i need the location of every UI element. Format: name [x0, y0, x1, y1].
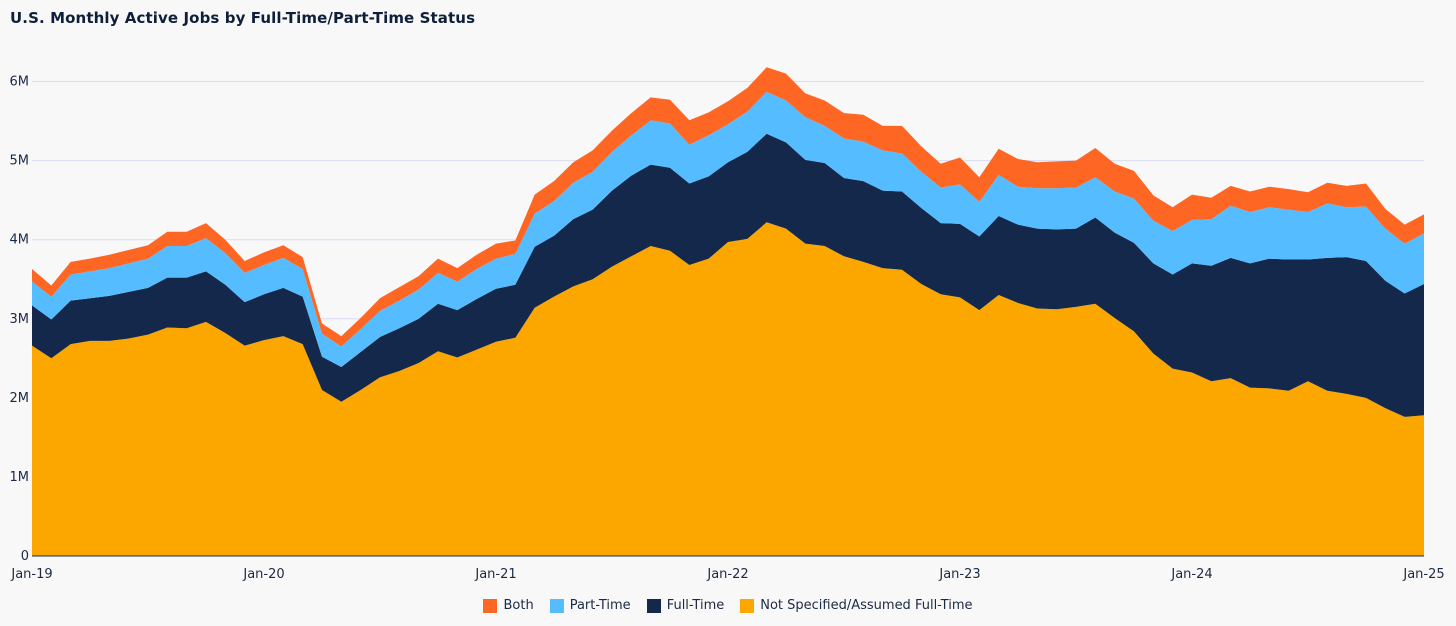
y-tick-label: 3M: [10, 312, 30, 327]
y-tick-label: 6M: [10, 75, 30, 90]
y-tick-label: 2M: [10, 391, 30, 406]
legend-swatch-full-time: [646, 598, 661, 613]
x-tick-label: Jan-25: [1402, 567, 1444, 582]
legend-swatch-both: [483, 598, 498, 613]
legend-item-full-time[interactable]: Full-Time: [646, 598, 725, 613]
area-part-time: [32, 91, 1424, 368]
area-both: [32, 67, 1424, 347]
legend-label-not-specified: Not Specified/Assumed Full-Time: [760, 598, 973, 613]
x-axis-ticks: Jan-19 Jan-20 Jan-21 Jan-22 Jan-23 Jan-24 Jan-…: [10, 567, 1444, 582]
legend-label-both: Both: [503, 598, 534, 613]
legend-label-part-time: Part-Time: [569, 598, 631, 613]
x-tick-label: Jan-24: [1170, 567, 1212, 582]
y-axis-ticks: 0 1M 2M 3M 4M 5M 6M: [10, 75, 30, 564]
y-tick-label: 0: [21, 549, 29, 564]
x-tick-label: Jan-20: [242, 567, 284, 582]
y-tick-label: 4M: [10, 233, 30, 248]
area-series: [32, 67, 1424, 557]
area-full-time: [32, 133, 1424, 417]
x-tick-label: Jan-21: [474, 567, 516, 582]
legend-item-not-specified[interactable]: Not Specified/Assumed Full-Time: [740, 598, 973, 613]
x-tick-label: Jan-22: [706, 567, 748, 582]
legend: Both Part-Time Full-Time Not Specified/A…: [0, 598, 1456, 613]
legend-item-part-time[interactable]: Part-Time: [549, 598, 631, 613]
x-tick-label: Jan-19: [10, 567, 52, 582]
legend-swatch-not-specified: [740, 598, 755, 613]
legend-item-both[interactable]: Both: [483, 598, 534, 613]
x-tick-label: Jan-23: [938, 567, 980, 582]
legend-label-full-time: Full-Time: [666, 598, 725, 613]
y-tick-label: 5M: [10, 154, 30, 169]
chart-title: U.S. Monthly Active Jobs by Full-Time/Pa…: [10, 9, 476, 27]
legend-swatch-part-time: [549, 598, 564, 613]
area-not-specified-assumed-full-time: [32, 222, 1424, 557]
y-tick-label: 1M: [10, 470, 30, 485]
